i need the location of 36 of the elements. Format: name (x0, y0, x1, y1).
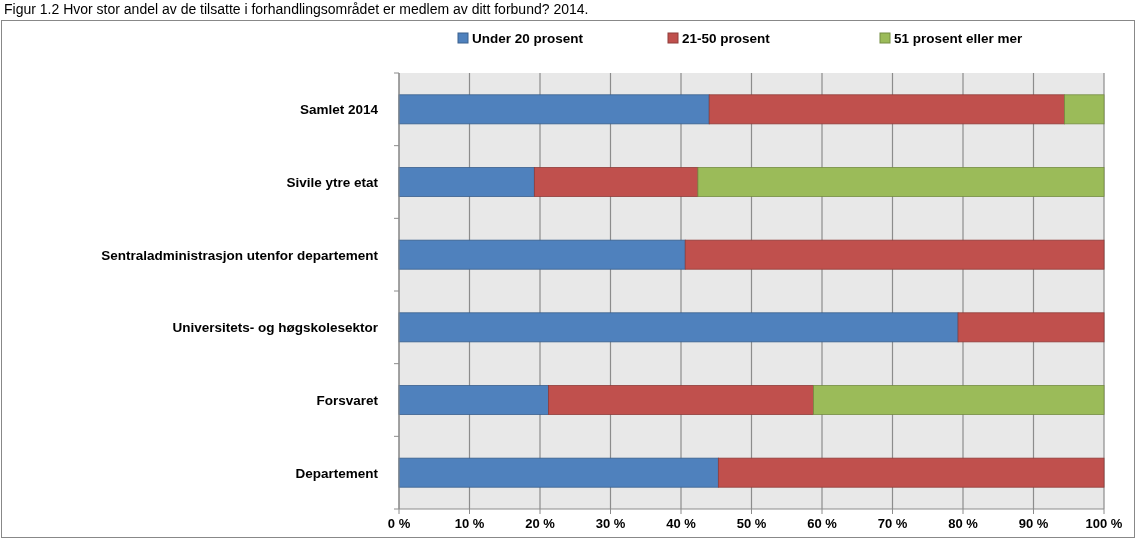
bar (398, 94, 710, 125)
bar (708, 94, 1065, 125)
bar (684, 239, 1105, 270)
x-tick-label: 0 % (387, 516, 411, 531)
bar (1064, 94, 1105, 125)
x-tick-label: 80 % (948, 516, 979, 531)
chart-title: Figur 1.2 Hvor stor andel av de tilsatte i forhandlingsområdet er medlem av ditt forbund? 2014. (4, 1, 589, 17)
bar (398, 385, 549, 415)
bar (398, 312, 959, 343)
bar (813, 385, 1105, 415)
legend-label: 21-50 prosent (682, 31, 771, 46)
bar (398, 167, 535, 197)
x-tick-label: 90 % (1018, 516, 1049, 531)
x-tick-label: 30 % (595, 516, 626, 531)
bar (697, 167, 1105, 197)
bar (533, 167, 699, 197)
y-tick-label: Universitets- og høgskolesektor (172, 320, 379, 336)
legend-label: Under 20 prosent (472, 31, 584, 46)
x-tick-label: 50 % (736, 516, 767, 531)
bar (548, 385, 814, 415)
legend-label: 51 prosent eller mer (894, 31, 1024, 46)
y-tick-label: Departement (295, 465, 379, 481)
y-tick-label: Sentraladministrasjon utenfor departement (101, 247, 379, 263)
x-tick-label: 70 % (877, 516, 908, 531)
y-tick-label: Sivile ytre etat (286, 175, 379, 190)
x-tick-label: 10 % (454, 516, 485, 531)
x-tick-label: 100 % (1085, 516, 1123, 531)
y-tick-label: Samlet 2014 (299, 102, 379, 118)
bar (957, 312, 1105, 343)
x-tick-label: 40 % (666, 516, 697, 531)
y-tick-label: Forsvaret (316, 393, 379, 408)
bar (398, 239, 686, 270)
x-tick-label: 20 % (525, 516, 556, 531)
x-tick-label: 60 % (807, 516, 838, 531)
bar (717, 457, 1105, 488)
bar (398, 457, 719, 488)
